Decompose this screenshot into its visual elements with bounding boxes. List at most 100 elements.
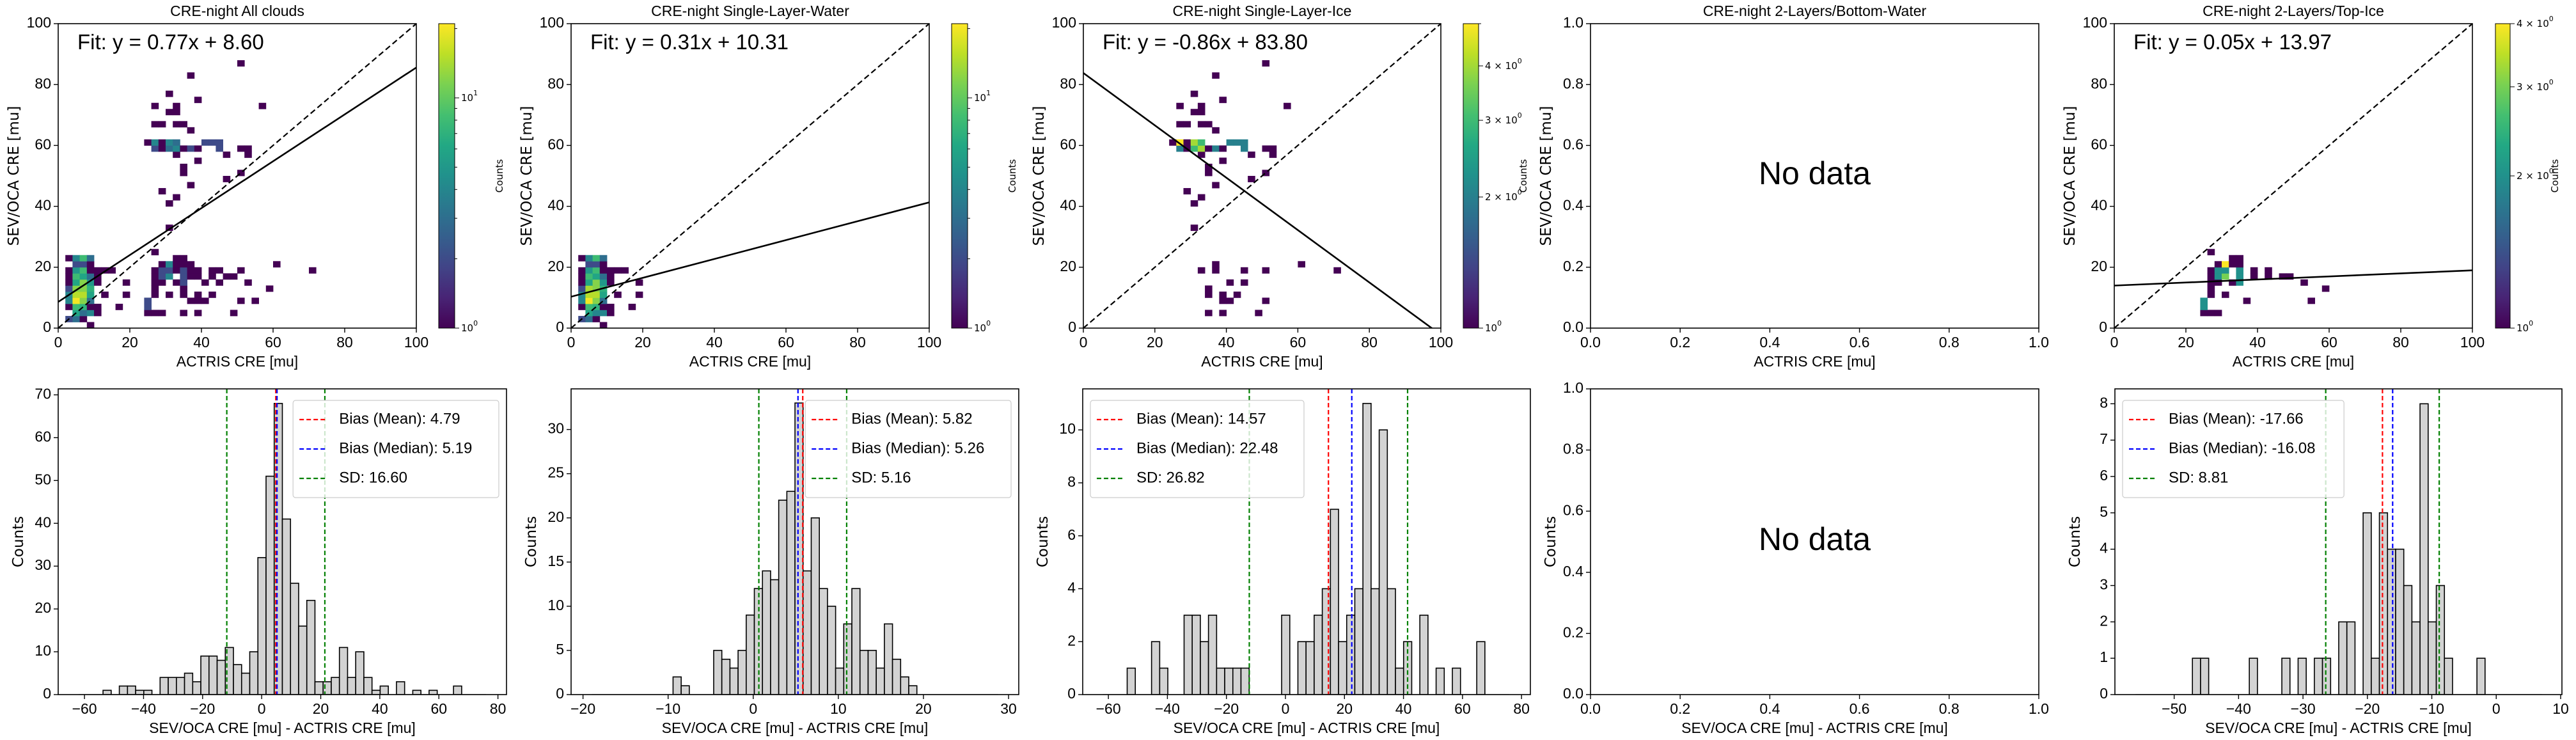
colorbar-label: Counts [1007,159,1018,193]
heatmap-cell [251,297,259,304]
y-tick-label: 0.8 [1563,75,1583,91]
heatmap-cell [628,303,636,310]
x-tick-label: 100 [404,334,428,350]
heatmap-cell [79,291,88,298]
y-tick-label: 60 [1060,136,1076,152]
x-tick-label: 20 [313,700,329,717]
y-axis-label: Counts [1035,516,1051,567]
chart-title: CRE-night Single-Layer-Water [651,3,849,19]
y-tick-label: 70 [35,385,51,402]
axes-frame [570,388,1019,695]
histogram-bar [1305,641,1315,695]
y-tick-label: 40 [1060,197,1076,214]
x-axis-label: SEV/OCA CRE [mu] - ACTRIS CRE [mu] [149,720,416,736]
y-tick-label: 1 [2100,649,2108,665]
x-tick-label: 20 [1147,334,1163,350]
histogram-bar [1314,615,1323,695]
heatmap-cell [173,109,180,116]
y-tick-label: 4 [1067,579,1076,596]
histogram-bar [1435,667,1445,695]
heatmap-cell [599,310,608,317]
heatmap-cell [1262,297,1270,304]
heatmap-cell [1240,267,1248,274]
histogram-bar [2419,403,2429,695]
panel-hist-top-ice: Bias (Mean): -17.66 Bias (Median): -16.08… [2067,388,2569,736]
heatmap-cell [244,151,252,158]
x-axis-label: ACTRIS CRE [mu] [689,353,811,370]
heatmap-cell [599,273,608,280]
histogram-bar [412,689,421,695]
heatmap-cell [144,139,152,146]
histogram-bar [1378,429,1388,695]
histogram-bar [2444,657,2453,695]
y-tick-label: 8 [1067,473,1076,490]
heatmap-cell [1190,109,1198,116]
heatmap-cell [592,273,601,280]
x-tick-label: 0.2 [1670,334,1690,350]
heatmap-cell [585,255,593,262]
histogram-bar [257,556,267,695]
heatmap-cell [187,297,195,304]
histogram-bar [355,651,365,695]
heatmap-cell [599,303,608,310]
x-tick-label: 80 [2392,334,2409,350]
x-tick-label: 0.6 [1850,334,1870,350]
histogram-bar [347,677,357,695]
histogram-bar [2428,621,2437,695]
x-tick-label: 20 [1336,700,1353,717]
histogram-bar [2192,657,2201,695]
colorbar-tick-label: 100 [461,319,478,334]
histogram-bar [713,650,723,695]
y-tick-label: 0 [2099,319,2107,335]
heatmap-cell [607,310,615,317]
heatmap-cell [144,303,152,310]
heatmap-cell [79,303,88,310]
histogram-bar [233,664,242,695]
heatmap-cell [1197,121,1206,128]
x-tick-label: 0.0 [1580,700,1601,717]
heatmap-cell [1240,145,1248,152]
histogram-bar [168,677,177,695]
y-tick-label: 30 [547,420,564,437]
heatmap-cell [72,279,80,286]
heatmap-cell [180,291,187,298]
colorbar-tick-label: 3 × 100 [2517,78,2554,93]
x-tick-label: 60 [778,334,794,350]
heatmap-cell [2229,279,2236,286]
heatmap-cell [208,273,216,280]
heatmap-cell [166,261,173,268]
heatmap-cell [2229,255,2236,262]
heatmap-cell [1262,145,1270,152]
heatmap-cell [309,267,317,274]
y-tick-label: 25 [547,464,564,481]
histogram-bar [900,676,909,695]
y-axis-label: SEV/OCA CRE [mu] [1538,106,1555,246]
heatmap-cell [1226,139,1234,146]
x-tick-label: 1.0 [2029,334,2049,350]
heatmap-cell [173,151,180,158]
x-tick-label: 0 [258,700,266,717]
x-tick-label: 0 [567,334,576,350]
histogram-bar [1207,615,1218,695]
heatmap-cell [187,127,195,134]
panel-scatter-bottom-water: CRE-night 2-Layers/Bottom-Water No data 0.… [1538,3,2049,370]
heatmap-cell [2214,261,2222,268]
colorbar-tick-label: 100 [974,319,991,334]
y-tick-label: 0.8 [1563,441,1583,457]
heatmap-cell [151,285,159,292]
heatmap-cell [122,279,130,286]
x-tick-label: 10 [2552,700,2569,717]
heatmap-cell [115,303,123,310]
histogram-bar [680,685,690,695]
y-tick-label: 80 [1060,75,1076,91]
heatmap-cell [86,291,95,298]
x-tick-label: −20 [1214,700,1239,717]
histogram-bar [306,599,316,695]
histogram-bar [281,518,292,695]
legend-box [805,400,1012,498]
legend-entry-label: SD: 5.16 [851,469,911,486]
heatmap-cell [2286,273,2294,280]
heatmap-cell [1197,151,1206,158]
heatmap-cell [65,255,73,262]
heatmap-cell [599,255,608,262]
